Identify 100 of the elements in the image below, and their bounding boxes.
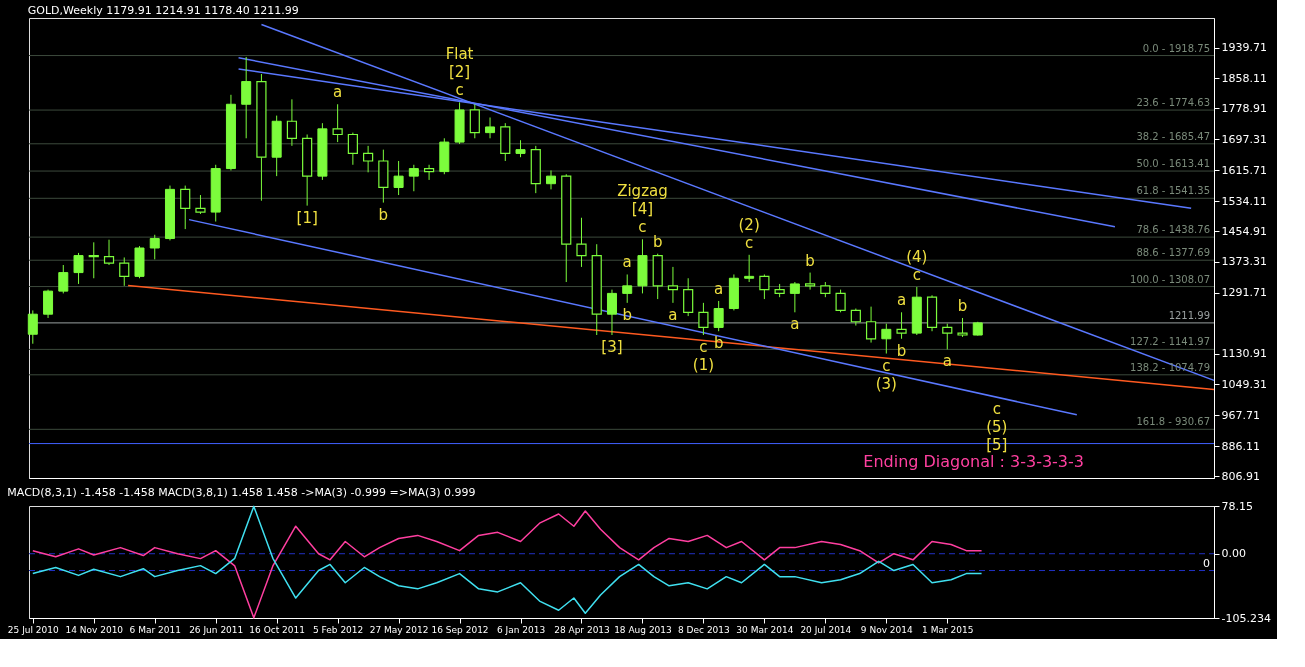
annotation: 61.8 - 1541.35	[1136, 185, 1210, 197]
candlestick	[103, 239, 115, 266]
candlestick	[683, 277, 694, 317]
annotation: a	[333, 83, 343, 102]
annotation: (4)	[906, 247, 928, 266]
y-tick-label: 0.00	[1221, 547, 1246, 561]
annotation: a	[622, 253, 632, 272]
annotation: c	[992, 400, 1001, 419]
annotation: a	[790, 315, 800, 334]
annotation: 88.6 - 1377.69	[1136, 247, 1210, 259]
candlestick	[896, 311, 907, 340]
candlestick	[393, 160, 404, 196]
candlestick	[576, 217, 587, 268]
y-tick-label: 1939.71	[1221, 41, 1267, 55]
y-tick-label: 967.71	[1221, 408, 1260, 422]
candlestick	[805, 272, 816, 291]
candlestick	[835, 289, 846, 313]
annotation: b	[378, 205, 389, 224]
annotation: 127.2 - 1141.97	[1130, 336, 1210, 348]
x-tick-label: 28 Apr 2013	[554, 624, 610, 635]
y-tick-label: 886.11	[1221, 439, 1260, 453]
annotation: Zigzag	[617, 182, 668, 201]
candlestick	[698, 302, 709, 336]
annotation: [2]	[448, 63, 471, 82]
y-tick-label: -105.234	[1221, 611, 1271, 625]
candlestick	[43, 289, 54, 319]
candlestick	[149, 234, 160, 260]
candlestick	[485, 116, 496, 139]
annotation: c	[699, 338, 708, 357]
annotation: b	[805, 251, 815, 270]
y-tick-label: 1778.91	[1221, 101, 1267, 115]
x-tick-label: 16 Sep 2012	[431, 624, 489, 635]
y-tick-label: 1858.11	[1221, 71, 1267, 85]
annotation: 38.2 - 1685.47	[1136, 130, 1210, 142]
annotation: 0	[1203, 556, 1210, 570]
y-tick-label: 1130.91	[1221, 347, 1267, 361]
annotation: [4]	[631, 200, 654, 219]
x-tick-label: 14 Nov 2010	[65, 624, 124, 635]
candlestick	[667, 266, 679, 304]
candlestick	[408, 164, 419, 192]
x-tick-label: 5 Feb 2012	[312, 624, 364, 635]
annotation: b	[896, 341, 907, 360]
y-tick-label: 1373.31	[1221, 255, 1267, 269]
candlestick	[744, 254, 755, 283]
y-tick-label: 1615.71	[1221, 163, 1267, 177]
candlestick	[881, 323, 892, 355]
candlestick	[865, 306, 877, 344]
y-tick-label: 806.91	[1221, 469, 1260, 483]
y-tick-label: 78.15	[1221, 499, 1253, 513]
annotation: a	[668, 305, 678, 324]
annotation: 50.0 - 1613.41	[1136, 158, 1210, 170]
y-tick-label: 1697.31	[1221, 132, 1267, 146]
x-tick-label: 26 Jun 2011	[189, 624, 244, 635]
candlestick	[180, 185, 191, 230]
annotation: (1)	[692, 356, 715, 375]
candlestick	[73, 252, 84, 285]
candlestick	[713, 300, 724, 332]
x-tick-label: 30 Mar 2014	[736, 624, 794, 635]
candlestick	[423, 164, 435, 181]
candlestick	[789, 281, 800, 313]
candlestick	[286, 98, 298, 147]
candlestick	[332, 103, 343, 143]
x-tick-label: 27 May 2012	[369, 624, 429, 635]
candlestick	[347, 132, 358, 166]
annotation: 100.0 - 1308.07	[1130, 273, 1210, 285]
x-tick-label: 8 Dec 2013	[678, 624, 730, 635]
annotation: (5)	[986, 418, 1008, 437]
y-tick-label: 1534.11	[1221, 194, 1267, 208]
candlestick	[622, 273, 633, 304]
annotation: c	[882, 356, 891, 375]
candlestick	[957, 317, 968, 338]
y-tick-label: 1454.91	[1221, 224, 1267, 238]
annotation: [1]	[296, 208, 318, 227]
x-tick-label: 16 Oct 2011	[249, 624, 305, 635]
annotation: a	[896, 291, 907, 310]
annotation: 23.6 - 1774.63	[1136, 97, 1210, 109]
x-tick-label: 20 Jul 2014	[800, 624, 852, 635]
x-tick-label: 9 Nov 2014	[860, 624, 914, 635]
candlestick	[469, 103, 480, 139]
candlestick	[363, 145, 374, 173]
y-tick-label: 1049.31	[1221, 377, 1267, 391]
x-tick-label: 6 Jan 2013	[496, 624, 546, 635]
chart-title: MACD(8,3,1) -1.458 -1.458 MACD(3,8,1) 1.458 1.458 ->MA(3) -0.999 =>MA(3) 0.999	[7, 486, 476, 499]
y-tick-label: 1291.71	[1221, 286, 1267, 300]
ref-line-label: 1211.99	[1168, 309, 1210, 321]
candlestick	[58, 264, 69, 294]
x-tick-label: 6 Mar 2011	[129, 624, 181, 635]
candlestick	[546, 169, 557, 190]
candlestick	[942, 323, 953, 350]
candlestick	[195, 194, 206, 215]
annotation: 78.6 - 1438.76	[1136, 224, 1210, 236]
annotation: Flat	[445, 45, 474, 64]
annotation: c	[912, 265, 921, 284]
x-tick-label: 25 Jul 2010	[7, 624, 60, 635]
candlestick	[606, 289, 617, 336]
annotation: 161.8 - 930.67	[1136, 416, 1210, 428]
candlestick	[241, 56, 252, 139]
candlestick	[88, 241, 99, 279]
x-tick-label: 1 Mar 2015	[922, 624, 974, 635]
annotation: (3)	[875, 374, 897, 393]
